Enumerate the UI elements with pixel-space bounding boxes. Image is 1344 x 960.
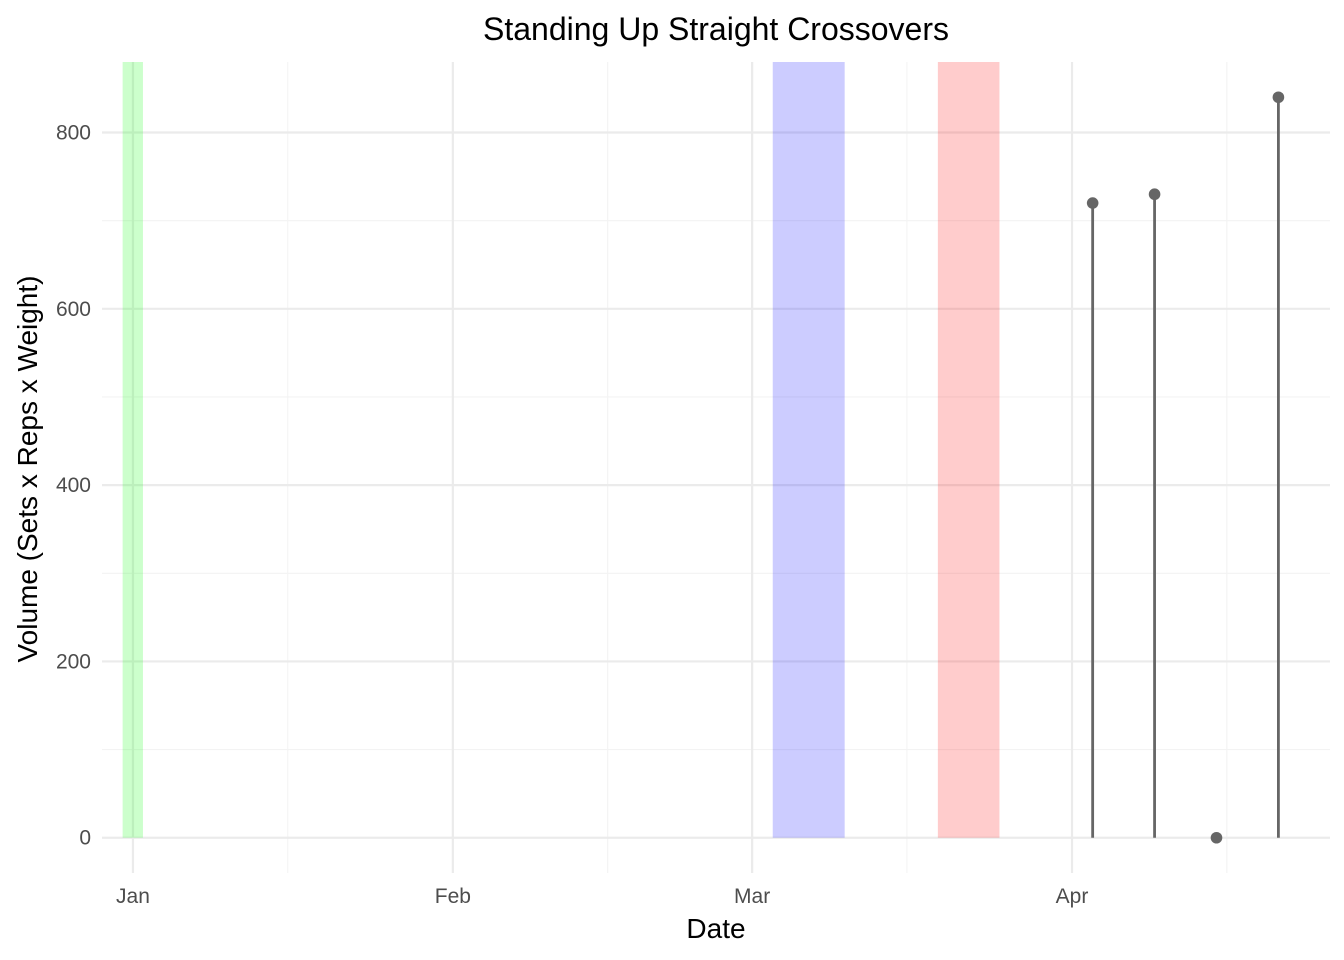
chart-title: Standing Up Straight Crossovers bbox=[483, 11, 949, 47]
y-tick-label: 800 bbox=[56, 122, 91, 145]
data-point bbox=[1210, 831, 1223, 844]
x-tick-label: Mar bbox=[734, 885, 770, 908]
y-tick-label: 400 bbox=[56, 474, 91, 497]
x-tick-label: Feb bbox=[435, 885, 471, 908]
y-tick-label: 0 bbox=[79, 827, 91, 850]
highlight-band bbox=[122, 62, 143, 838]
lollipop-head bbox=[1272, 91, 1285, 104]
highlight-band bbox=[772, 62, 845, 838]
x-tick-label: Apr bbox=[1056, 885, 1089, 908]
y-axis-ticks: 0 200 400 600 800 bbox=[56, 122, 91, 850]
grid bbox=[102, 62, 1330, 873]
x-tick-label: Jan bbox=[116, 885, 150, 908]
y-axis-title: Volume (Sets x Reps x Weight) bbox=[12, 276, 43, 663]
lollipop-head bbox=[1210, 831, 1223, 844]
highlight-bands bbox=[122, 62, 1000, 838]
data-points bbox=[1086, 91, 1285, 844]
data-point bbox=[1148, 188, 1161, 838]
lollipop-head bbox=[1086, 197, 1099, 209]
lollipop-head bbox=[1148, 188, 1161, 201]
x-axis-title: Date bbox=[686, 913, 745, 944]
y-tick-label: 200 bbox=[56, 650, 91, 673]
data-point bbox=[1272, 91, 1285, 838]
x-axis-ticks: Jan Feb Mar Apr bbox=[116, 885, 1088, 908]
data-point bbox=[1086, 197, 1099, 838]
highlight-band bbox=[937, 62, 1000, 838]
y-tick-label: 600 bbox=[56, 298, 91, 321]
